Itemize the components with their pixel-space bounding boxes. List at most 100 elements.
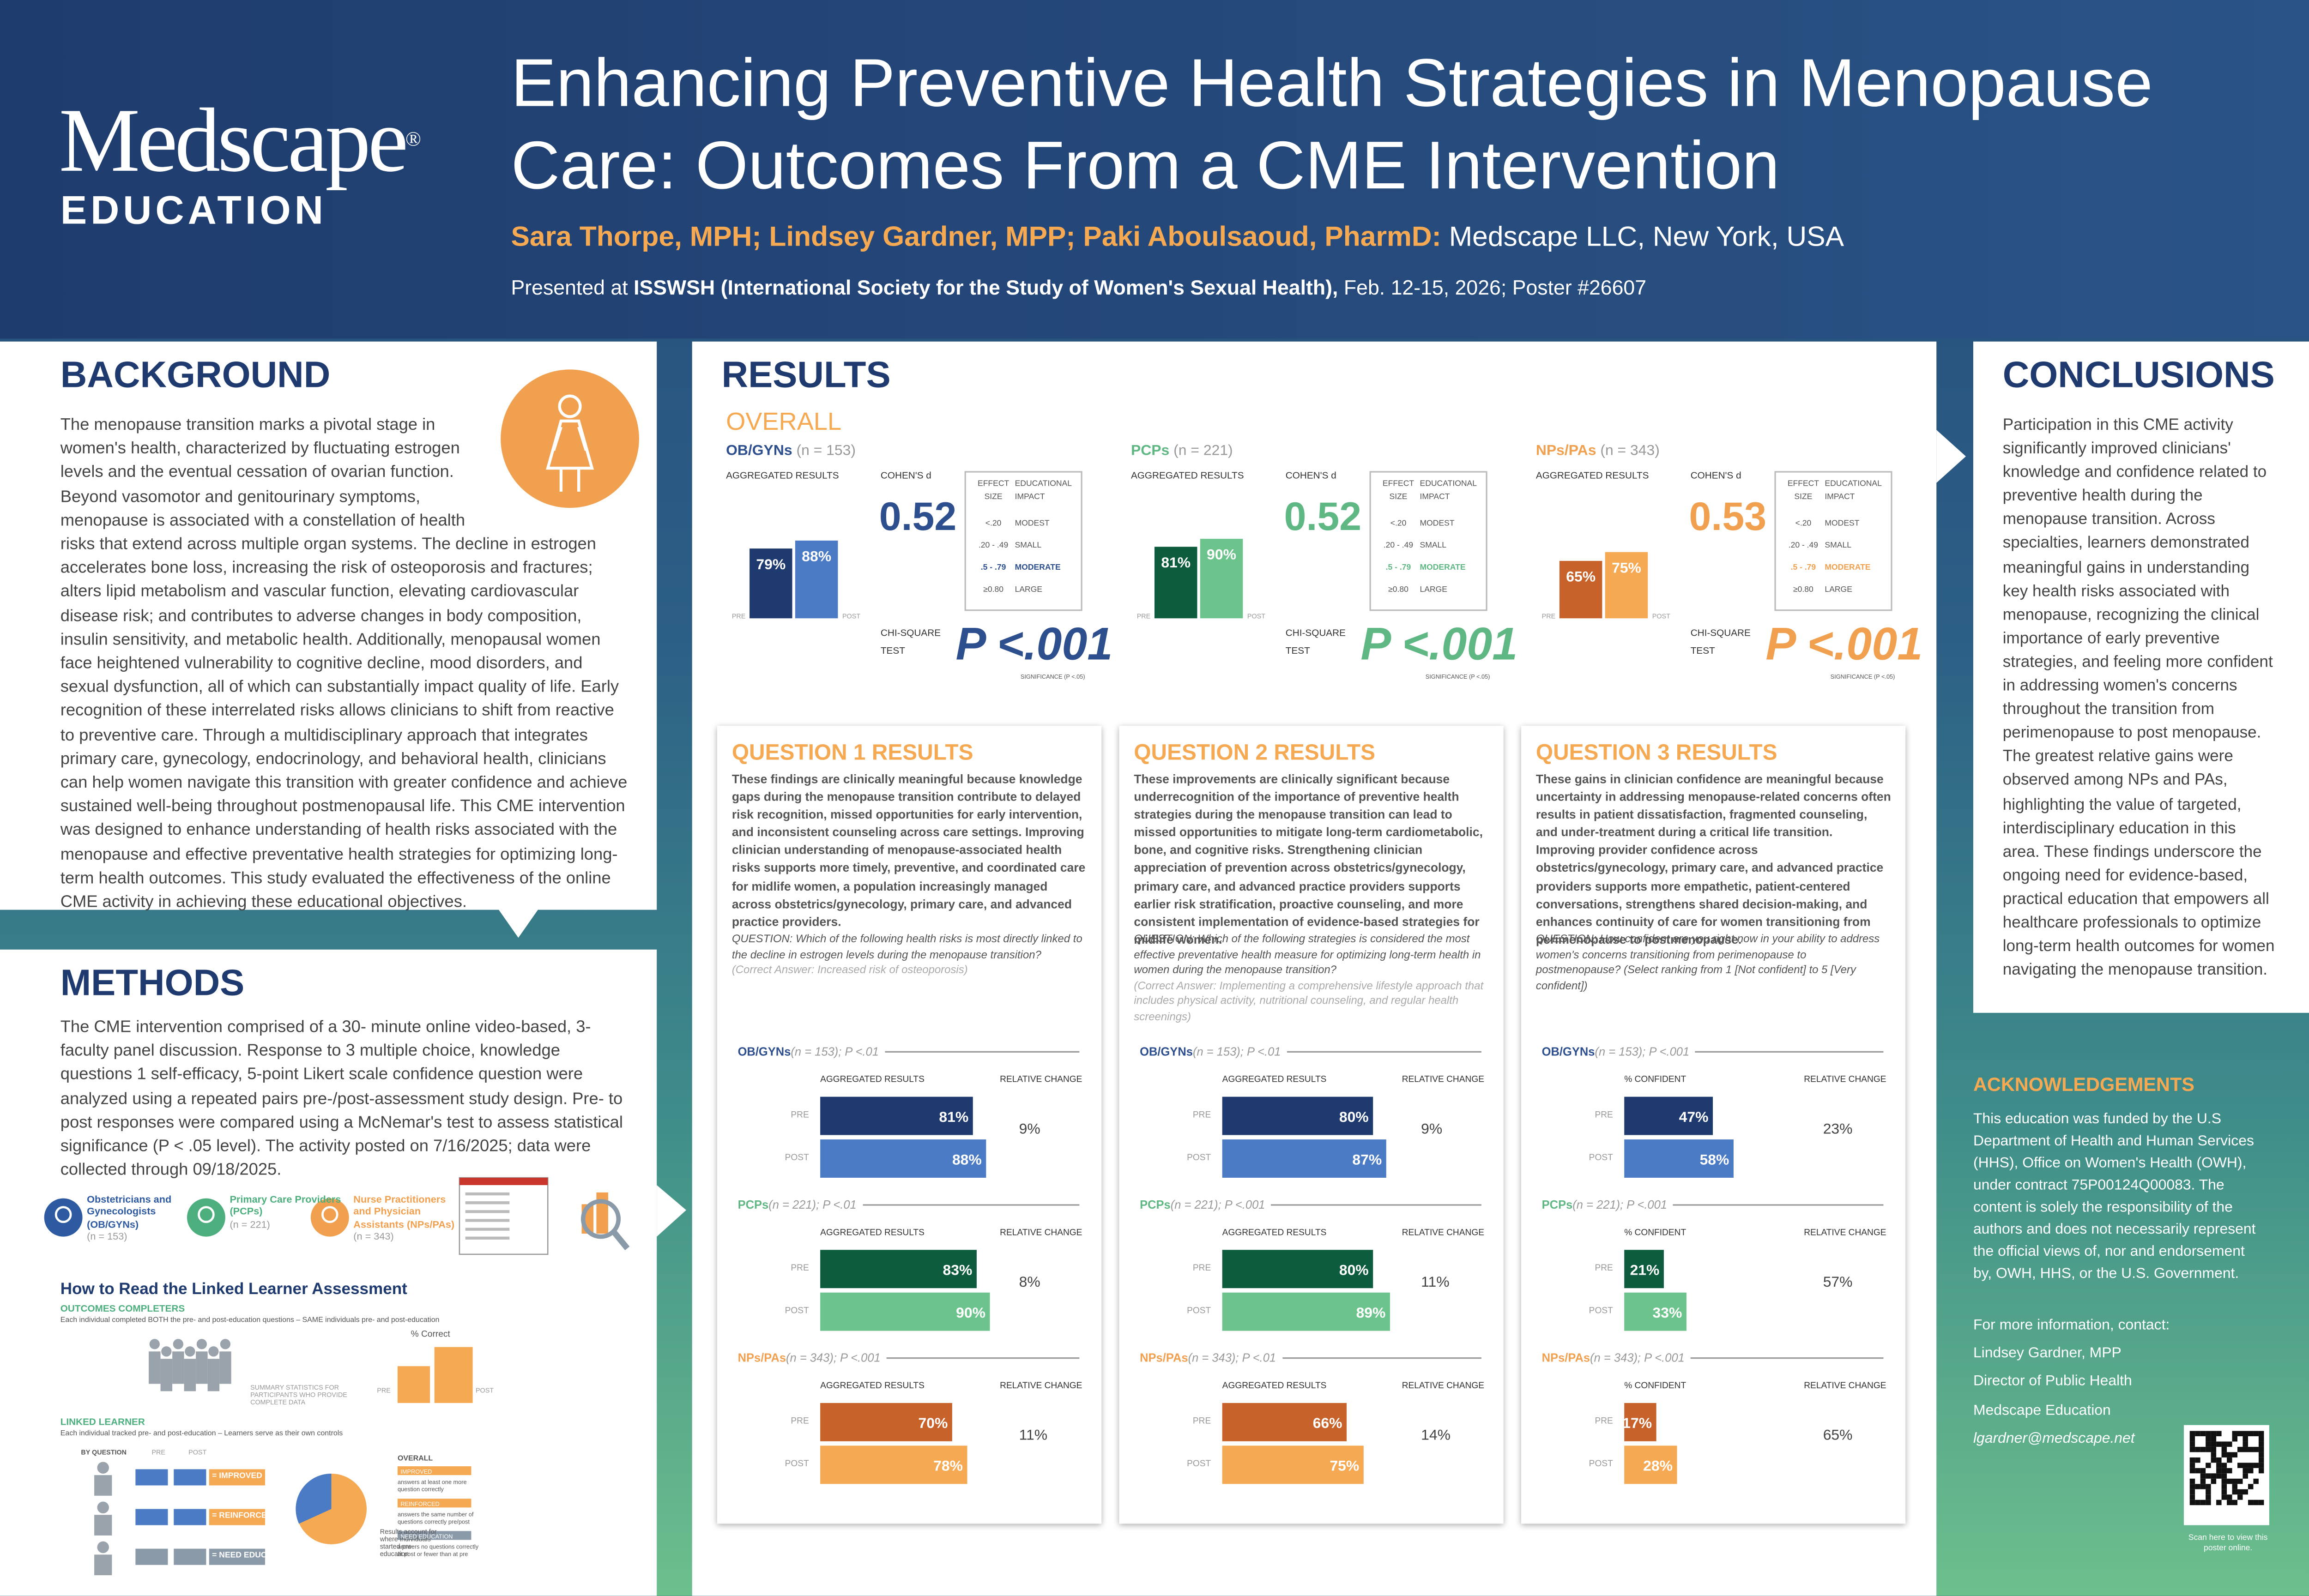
bar-label: 78%	[933, 1457, 963, 1474]
person-body	[196, 1351, 208, 1384]
qr-cell	[2195, 1484, 2200, 1489]
bar-label: 75%	[1330, 1457, 1359, 1474]
cohens-d: 0.53	[1689, 494, 1767, 539]
qr-cell	[2200, 1441, 2206, 1447]
group-name: PCPs	[1130, 443, 1170, 459]
rule	[862, 1204, 1080, 1206]
person-body	[94, 1554, 112, 1575]
question-body: These findings are clinically meaningful…	[731, 771, 1086, 929]
contact-line: For more information, contact:	[1973, 1317, 2170, 1334]
group-n: (n = 343)	[1600, 443, 1660, 459]
effect-h: EDUCATIONAL IMPACT	[1015, 480, 1072, 502]
qr-cell	[2189, 1457, 2195, 1463]
qr-cell	[2221, 1494, 2227, 1500]
audience-name: Primary Care Providers (PCPs)	[230, 1195, 341, 1218]
qr-cell	[2206, 1441, 2211, 1447]
person-body	[207, 1359, 220, 1391]
guide-pre: PRE	[377, 1386, 391, 1394]
qr-cell	[2248, 1431, 2254, 1436]
qr-cell	[2189, 1468, 2195, 1474]
qr-cell	[2211, 1452, 2217, 1457]
qr-cell	[2221, 1463, 2227, 1468]
post-label: POST	[1652, 612, 1670, 620]
cohens-label: COHEN'S d	[1285, 471, 1336, 482]
effect-row: ≥0.80 LARGE	[972, 580, 1075, 602]
bar-label: 83%	[943, 1261, 973, 1278]
bar-label: 90%	[1207, 546, 1236, 563]
spacer	[1169, 443, 1173, 459]
group-header: PCPs (n = 221); P <.01	[738, 1199, 1080, 1211]
bar	[1222, 1139, 1386, 1178]
presented-prefix: Presented at	[511, 275, 628, 299]
effect-size: ≥0.80	[983, 586, 1003, 595]
cohens-label: COHEN'S d	[880, 471, 931, 482]
group-header: NPs/PAs (n = 343); P <.01	[1140, 1351, 1481, 1365]
group-header: PCPs (n = 221); P <.001	[1140, 1199, 1481, 1211]
post-label: POST	[785, 1460, 809, 1470]
post-label: POST	[785, 1154, 809, 1163]
p-value: P <.001	[1360, 618, 1518, 670]
significance: SIGNIFICANCE (P <.05)	[1830, 673, 1895, 681]
relative-change: 65%	[1823, 1428, 1853, 1445]
qr-cell	[2258, 1457, 2264, 1463]
background-body: The menopause transition marks a pivotal…	[60, 416, 628, 912]
group-detail: (n = 343); P <.01	[1188, 1351, 1276, 1365]
bar-label: 88%	[802, 548, 831, 565]
bar-label: 80%	[1339, 1108, 1369, 1125]
qr-cell	[2221, 1484, 2227, 1489]
group-detail: (n = 221); P <.001	[1572, 1198, 1668, 1212]
group-header: NPs/PAs (n = 343); P <.001	[738, 1351, 1080, 1365]
qr-cell	[2237, 1478, 2243, 1484]
qr-cell	[2253, 1463, 2259, 1468]
col-label: AGGREGATED RESULTS	[1130, 471, 1244, 482]
rule	[884, 1051, 1080, 1053]
section-heading: RESULTS	[721, 355, 891, 396]
effect-row: <.20 MODEST	[1782, 514, 1885, 536]
qr-cell	[2206, 1436, 2211, 1442]
bar	[820, 1445, 967, 1484]
question-title: QUESTION 1 RESULTS	[731, 740, 973, 766]
effect-row: ≥0.80 LARGE	[1377, 580, 1480, 602]
bar-label: 66%	[1313, 1415, 1342, 1431]
conclusions-body: Participation in this CME activity signi…	[2002, 416, 2275, 980]
qr-cell	[2221, 1468, 2227, 1474]
legend-desc: answers at least one more question corre…	[397, 1478, 467, 1493]
arrow	[657, 1185, 686, 1237]
effect-size: ≥0.80	[1793, 586, 1813, 595]
relative-change: 11%	[1421, 1275, 1450, 1291]
spacer	[1441, 223, 1449, 253]
qr-cell	[2206, 1463, 2211, 1468]
legend-tag	[397, 1466, 471, 1476]
qr-cell	[2195, 1500, 2200, 1506]
effect-table: EFFECT SIZE EDUCATIONAL IMPACT <.20 MODEST.…	[964, 471, 1082, 611]
qr-cell	[2227, 1494, 2232, 1500]
rule	[1695, 1051, 1884, 1053]
audience-n: (n = 221)	[230, 1220, 270, 1231]
audience-label: Obstetricians and Gynecologists (OB/GYNs…	[87, 1195, 205, 1245]
outcome-label: = REINFORCED	[212, 1512, 273, 1521]
effect-row: .5 - .79 MODERATE	[972, 558, 1075, 580]
post-label: POST	[1247, 612, 1266, 620]
cohens-d: 0.52	[1284, 494, 1362, 539]
qr-cell	[2243, 1431, 2248, 1436]
qr-cell	[2200, 1489, 2206, 1495]
bar-label: 75%	[1612, 559, 1641, 576]
bar-label: 79%	[756, 556, 786, 572]
group-name: OB/GYNs	[1541, 1045, 1595, 1059]
bar	[1624, 1250, 1664, 1289]
qr-cell	[2253, 1431, 2259, 1436]
effect-row: .5 - .79 MODERATE	[1377, 558, 1480, 580]
effect-impact: MODEST	[1015, 519, 1050, 529]
qr-cell	[2221, 1489, 2227, 1495]
qr-cell	[2243, 1473, 2248, 1479]
qr-cell	[2248, 1441, 2254, 1447]
question: QUESTION: Which of the following health …	[731, 932, 1082, 961]
answer-box	[135, 1509, 168, 1525]
bar	[1624, 1096, 1713, 1135]
guide-title: How to Read the Linked Learner Assessmen…	[60, 1281, 407, 1299]
col-label: AGGREGATED RESULTS	[726, 471, 839, 482]
qr-cell	[2258, 1436, 2264, 1442]
bar-label: 89%	[1356, 1304, 1386, 1321]
legend-desc: answers no questions correctly at post o…	[397, 1542, 479, 1558]
screenshot-line	[465, 1219, 510, 1222]
